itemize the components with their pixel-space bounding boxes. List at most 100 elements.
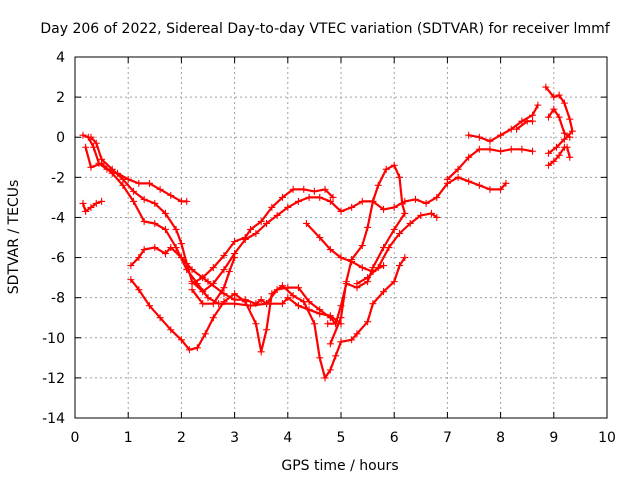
data-point	[310, 320, 318, 328]
y-tick-label: -12	[42, 371, 65, 387]
data-point	[220, 298, 228, 306]
data-point	[300, 298, 308, 306]
data-point	[127, 262, 135, 270]
x-tick-label: 6	[390, 430, 399, 446]
data-point	[305, 193, 313, 201]
data-point	[563, 143, 571, 151]
data-point	[380, 262, 388, 270]
data-point	[433, 193, 441, 201]
data-point	[220, 252, 228, 260]
data-point	[552, 143, 560, 151]
data-point	[566, 115, 574, 123]
y-tick-label: 2	[56, 90, 65, 106]
data-point	[294, 302, 302, 310]
data-point	[289, 292, 297, 300]
data-point	[177, 240, 185, 248]
x-tick-label: 2	[177, 430, 186, 446]
data-point	[98, 197, 106, 205]
data-point	[550, 157, 558, 165]
data-point	[374, 181, 382, 189]
data-point	[185, 346, 193, 354]
data-point	[348, 256, 356, 264]
y-tick-label: -14	[42, 411, 65, 427]
data-point	[454, 173, 462, 181]
data-point	[151, 219, 159, 227]
data-point	[396, 262, 404, 270]
series-trace	[84, 146, 343, 325]
data-point	[475, 133, 483, 141]
data-point	[252, 300, 260, 308]
data-point	[560, 135, 568, 143]
data-point	[278, 282, 286, 290]
data-point	[337, 254, 345, 262]
data-point	[294, 284, 302, 292]
data-point	[390, 203, 398, 211]
data-point	[544, 149, 552, 157]
y-tick-label: -4	[51, 210, 65, 226]
series-trace	[89, 136, 507, 293]
series-trace	[467, 104, 539, 143]
data-point	[167, 191, 175, 199]
y-tick-label: -8	[51, 291, 65, 307]
data-point	[172, 225, 180, 233]
data-point	[87, 133, 95, 141]
data-point	[369, 300, 377, 308]
data-point	[374, 264, 382, 272]
data-point	[82, 207, 90, 215]
data-point	[263, 219, 271, 227]
data-point	[550, 93, 558, 101]
series-4	[87, 133, 510, 296]
x-tick-label: 7	[443, 430, 452, 446]
data-point	[321, 185, 329, 193]
data-point	[135, 254, 143, 262]
data-point	[568, 127, 576, 135]
y-tick-label: -10	[42, 331, 65, 347]
data-point	[542, 83, 550, 91]
data-point	[348, 203, 356, 211]
data-point	[161, 225, 169, 233]
data-point	[130, 197, 138, 205]
data-point	[342, 280, 350, 288]
data-point	[326, 366, 334, 374]
series-trace	[305, 222, 385, 273]
data-point	[220, 266, 228, 274]
data-point	[465, 131, 473, 139]
data-point	[135, 179, 143, 187]
data-point	[108, 165, 116, 173]
data-point	[177, 254, 185, 262]
series-3	[82, 143, 345, 328]
y-tick-label: -2	[51, 170, 65, 186]
x-tick-label: 5	[337, 430, 346, 446]
data-point	[252, 320, 260, 328]
data-point	[135, 286, 143, 294]
data-point	[241, 298, 249, 306]
data-point	[566, 153, 574, 161]
x-tick-label: 9	[549, 430, 558, 446]
data-point	[332, 352, 340, 360]
data-point	[555, 113, 563, 121]
data-point	[257, 296, 265, 304]
data-point	[348, 336, 356, 344]
data-point	[398, 199, 406, 207]
data-point	[209, 300, 217, 308]
x-axis-label: GPS time / hours	[281, 458, 398, 474]
data-point	[534, 101, 542, 109]
data-point	[127, 276, 135, 284]
data-point	[300, 185, 308, 193]
data-point	[427, 209, 435, 217]
data-point	[284, 294, 292, 302]
data-point	[566, 133, 574, 141]
data-point	[140, 217, 148, 225]
data-point	[406, 219, 414, 227]
data-point	[130, 187, 138, 195]
series-trace	[446, 148, 534, 181]
series-trace	[326, 164, 406, 345]
data-point	[380, 288, 388, 296]
data-point	[390, 161, 398, 169]
series-trace	[190, 256, 236, 305]
axis-ticks: 0 1 2 3 4 5 6 7 8 9 10 4 2 0 -2 -4 -6 -8 -10 -12 -14	[42, 50, 616, 446]
series-15	[542, 83, 576, 157]
data-point	[369, 197, 377, 205]
data-point	[486, 145, 494, 153]
